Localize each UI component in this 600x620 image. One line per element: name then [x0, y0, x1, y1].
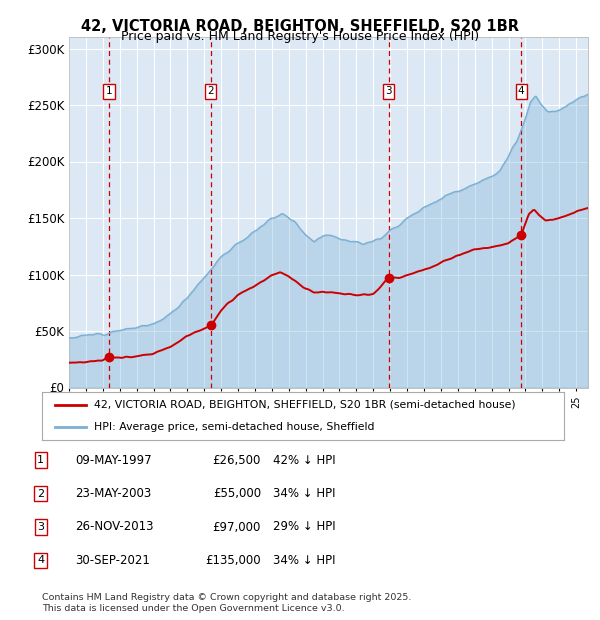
Text: £135,000: £135,000	[205, 554, 261, 567]
Text: 1: 1	[106, 87, 112, 97]
Text: 4: 4	[518, 87, 524, 97]
Text: 4: 4	[37, 556, 44, 565]
Text: 26-NOV-2013: 26-NOV-2013	[75, 521, 154, 533]
Text: 09-MAY-1997: 09-MAY-1997	[75, 454, 152, 466]
Text: 2: 2	[37, 489, 44, 498]
Text: 42% ↓ HPI: 42% ↓ HPI	[273, 454, 335, 466]
Text: 30-SEP-2021: 30-SEP-2021	[75, 554, 150, 567]
Text: 34% ↓ HPI: 34% ↓ HPI	[273, 487, 335, 500]
Text: HPI: Average price, semi-detached house, Sheffield: HPI: Average price, semi-detached house,…	[94, 422, 375, 432]
Text: 1: 1	[37, 455, 44, 465]
Text: 3: 3	[37, 522, 44, 532]
Text: £97,000: £97,000	[212, 521, 261, 533]
Text: 42, VICTORIA ROAD, BEIGHTON, SHEFFIELD, S20 1BR: 42, VICTORIA ROAD, BEIGHTON, SHEFFIELD, …	[81, 19, 519, 33]
Text: 3: 3	[385, 87, 392, 97]
Text: 34% ↓ HPI: 34% ↓ HPI	[273, 554, 335, 567]
Text: 2: 2	[208, 87, 214, 97]
Text: £26,500: £26,500	[212, 454, 261, 466]
Text: Price paid vs. HM Land Registry's House Price Index (HPI): Price paid vs. HM Land Registry's House …	[121, 30, 479, 43]
Text: Contains HM Land Registry data © Crown copyright and database right 2025.
This d: Contains HM Land Registry data © Crown c…	[42, 593, 412, 613]
Text: 29% ↓ HPI: 29% ↓ HPI	[273, 521, 335, 533]
Text: 42, VICTORIA ROAD, BEIGHTON, SHEFFIELD, S20 1BR (semi-detached house): 42, VICTORIA ROAD, BEIGHTON, SHEFFIELD, …	[94, 400, 516, 410]
Text: 23-MAY-2003: 23-MAY-2003	[75, 487, 151, 500]
Text: £55,000: £55,000	[213, 487, 261, 500]
